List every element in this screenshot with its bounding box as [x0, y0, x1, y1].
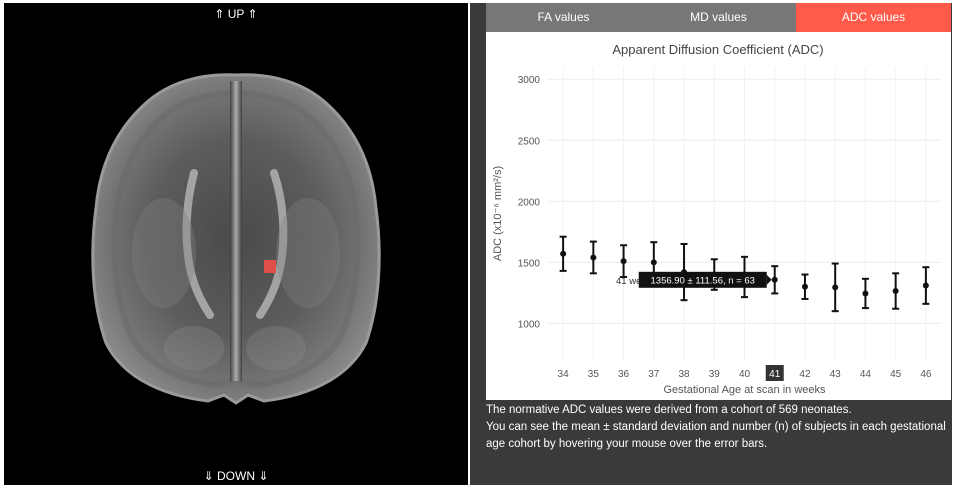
- x-axis-title: Gestational Age at scan in weeks: [663, 384, 826, 396]
- x-tick-label: 46: [920, 369, 932, 380]
- results-panel: FA values MD values ADC values Apparent …: [470, 3, 952, 485]
- description-line-2: You can see the mean ± standard deviatio…: [486, 421, 946, 450]
- x-tick-label: 34: [558, 369, 570, 380]
- x-tick-label: 38: [678, 369, 690, 380]
- tab-md-values[interactable]: MD values: [641, 3, 796, 32]
- left-ventricle: [182, 169, 214, 319]
- x-tick-label: 42: [799, 369, 811, 380]
- y-tick-label: 2000: [518, 197, 541, 208]
- mean-point[interactable]: [771, 276, 778, 283]
- mean-point[interactable]: [922, 282, 929, 289]
- metric-tabs: FA values MD values ADC values: [486, 3, 951, 32]
- y-axis-title: ADC (x10⁻⁶ mm²/s): [492, 166, 504, 261]
- x-tick-label: 35: [588, 369, 600, 380]
- chart-svg[interactable]: Apparent Diffusion Coefficient (ADC) 1000…: [486, 32, 951, 400]
- description-text: The normative ADC values were derived fr…: [486, 402, 951, 453]
- left-wm-region: [132, 198, 196, 308]
- hover-tooltip-box: [638, 271, 767, 288]
- mean-point[interactable]: [892, 288, 899, 295]
- mean-point[interactable]: [832, 284, 839, 291]
- description-line-1: The normative ADC values were derived fr…: [486, 404, 852, 416]
- mean-point[interactable]: [862, 290, 869, 297]
- right-ventricle: [256, 169, 288, 319]
- mean-point[interactable]: [620, 258, 627, 265]
- up-button[interactable]: ⇑ UP ⇑: [214, 7, 258, 21]
- x-tick-label: 36: [618, 369, 630, 380]
- x-tick-label: 44: [860, 369, 872, 380]
- x-tick-label: 41: [769, 369, 781, 380]
- x-tick-label: 45: [890, 369, 902, 380]
- mean-point[interactable]: [801, 283, 808, 290]
- x-tick-label: 43: [830, 369, 842, 380]
- roi-marker[interactable]: [264, 260, 276, 273]
- x-tick-label: 39: [709, 369, 721, 380]
- midline-fissure: [230, 81, 242, 381]
- mean-point[interactable]: [560, 250, 567, 257]
- x-tick-label: 37: [648, 369, 660, 380]
- y-tick-label: 1000: [518, 319, 541, 330]
- hover-tooltip-arrow: [766, 274, 772, 285]
- brain-slice-image[interactable]: [4, 3, 468, 485]
- right-wm-region: [276, 198, 340, 308]
- y-tick-label: 2500: [518, 136, 541, 147]
- left-occipital: [164, 326, 224, 370]
- chart-title: Apparent Diffusion Coefficient (ADC): [612, 42, 823, 57]
- mean-point[interactable]: [590, 254, 597, 261]
- hover-tooltip-text: 1356.90 ± 111.56, n = 63: [651, 275, 755, 286]
- mean-point[interactable]: [650, 259, 657, 266]
- x-tick-label: 40: [739, 369, 751, 380]
- x-tick-highlight: [765, 365, 784, 381]
- right-occipital: [246, 326, 306, 370]
- hover-axis-label: 41 weeks: [616, 276, 656, 287]
- y-tick-label: 1500: [518, 258, 541, 269]
- y-tick-label: 3000: [518, 75, 541, 86]
- tab-fa-values[interactable]: FA values: [486, 3, 641, 32]
- adc-chart[interactable]: Apparent Diffusion Coefficient (ADC) 1000…: [486, 32, 951, 400]
- brain-viewer[interactable]: ⇑ UP ⇑ ⇓ DOWN ⇓: [4, 3, 468, 485]
- tab-adc-values[interactable]: ADC values: [796, 3, 951, 32]
- down-button[interactable]: ⇓ DOWN ⇓: [203, 469, 269, 483]
